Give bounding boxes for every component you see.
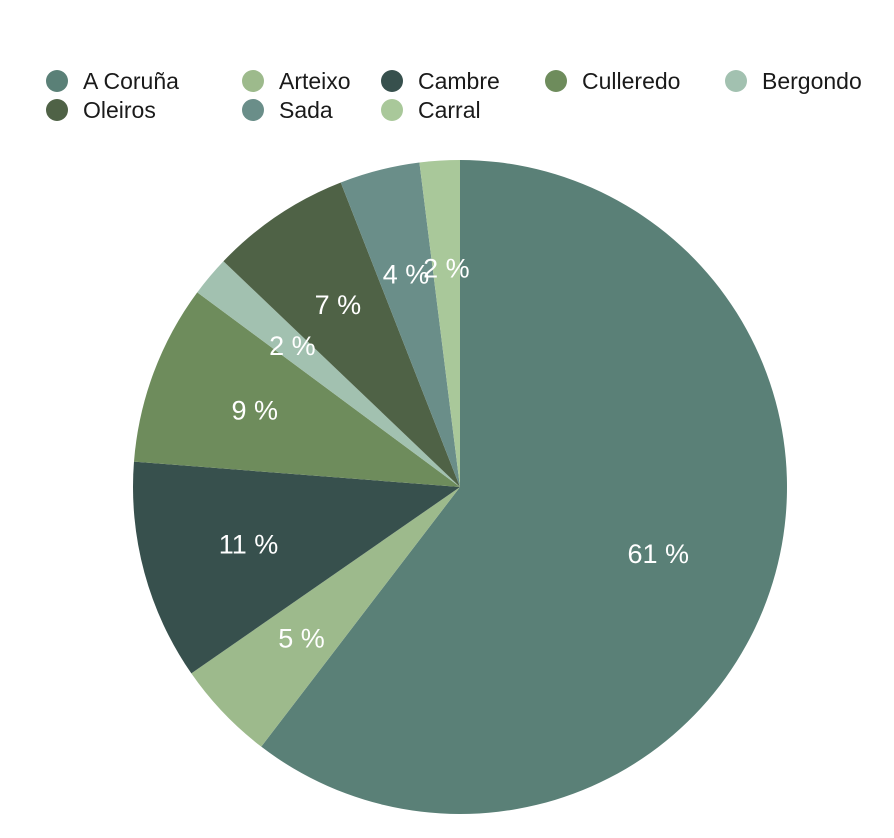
slice-label-cambre: 11 % — [219, 529, 279, 559]
legend-label-a-coruna: A Coruña — [83, 68, 179, 94]
slice-label-arteixo: 5 % — [278, 623, 325, 653]
legend-swatch-carral — [381, 99, 403, 121]
legend-item-sada: Sada — [242, 97, 333, 123]
legend-label-carral: Carral — [418, 97, 481, 123]
legend-item-arteixo: Arteixo — [242, 68, 351, 94]
pie-slice-arteixo — [191, 487, 460, 747]
pie-slice-culleredo — [133, 292, 461, 487]
legend-item-cambre: Cambre — [381, 68, 500, 94]
pie-slice-bergondo — [197, 261, 460, 487]
legend-label-sada: Sada — [279, 97, 333, 123]
pie-slice-oleiros — [223, 182, 460, 488]
legend-item-oleiros: Oleiros — [46, 97, 156, 123]
legend-label-culleredo: Culleredo — [582, 68, 680, 94]
slice-label-a-coruna: 61 % — [627, 539, 689, 569]
pie-slice-sada — [340, 162, 460, 487]
legend-label-oleiros: Oleiros — [83, 97, 156, 123]
legend-item-culleredo: Culleredo — [545, 68, 680, 94]
slice-label-sada: 4 % — [383, 260, 430, 290]
legend-swatch-oleiros — [46, 99, 68, 121]
legend-swatch-a-coruna — [46, 70, 68, 92]
legend-label-arteixo: Arteixo — [279, 68, 351, 94]
legend-swatch-sada — [242, 99, 264, 121]
slice-label-oleiros: 7 % — [315, 290, 362, 320]
legend-swatch-culleredo — [545, 70, 567, 92]
legend-label-cambre: Cambre — [418, 68, 500, 94]
legend-item-a-coruna: A Coruña — [46, 68, 179, 94]
legend: A Coruña Arteixo Cambre Culleredo Bergondo Ol… — [46, 68, 862, 123]
pie-slice-carral — [419, 160, 460, 487]
legend-item-bergondo: Bergondo — [725, 68, 862, 94]
legend-swatch-bergondo — [725, 70, 747, 92]
legend-swatch-cambre — [381, 70, 403, 92]
legend-label-bergondo: Bergondo — [762, 68, 862, 94]
pie-slice-a-coruna — [261, 160, 787, 814]
slice-label-culleredo: 9 % — [232, 395, 279, 425]
legend-swatch-arteixo — [242, 70, 264, 92]
slice-label-bergondo: 2 % — [269, 331, 316, 361]
legend-item-carral: Carral — [381, 97, 481, 123]
slice-label-carral: 2 % — [423, 253, 470, 283]
slice-labels: 61 %5 %11 %9 %2 %7 %4 %2 % — [219, 253, 689, 653]
pie-slices — [132, 160, 787, 814]
pie-slice-cambre — [132, 461, 460, 674]
